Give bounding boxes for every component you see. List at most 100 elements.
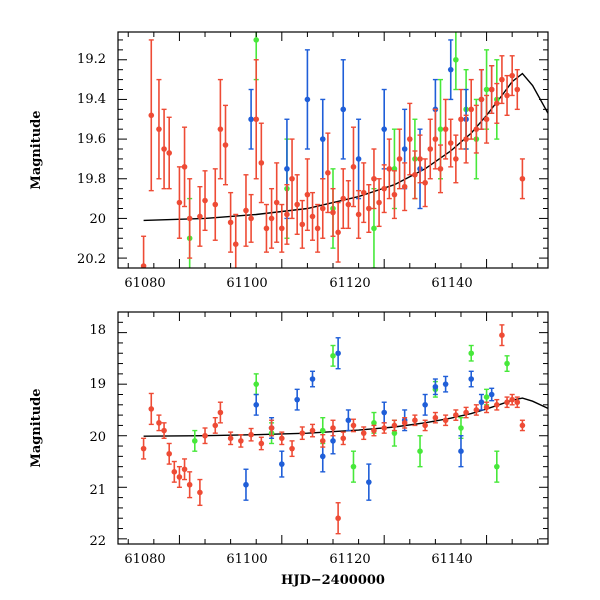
data-point: [391, 191, 398, 198]
data-point: [432, 136, 439, 142]
data-point: [217, 409, 224, 416]
data-point: [494, 463, 500, 470]
data-point: [442, 381, 449, 387]
data-point: [463, 136, 469, 142]
data-point: [340, 195, 347, 202]
data-point: [447, 140, 454, 146]
data-point: [391, 430, 398, 436]
top-xtick-label: 61120: [329, 276, 370, 291]
data-point: [140, 263, 147, 268]
data-point: [191, 438, 198, 444]
data-point: [371, 175, 377, 182]
data-point: [330, 425, 336, 431]
top-ytick-label: 19.6: [77, 132, 106, 147]
data-point: [432, 383, 439, 390]
data-point: [330, 209, 336, 216]
data-point: [227, 219, 234, 226]
data-point: [279, 435, 285, 442]
data-point: [371, 420, 377, 426]
data-point: [212, 201, 219, 208]
data-point: [376, 199, 382, 206]
bottom-panel-plot-area: [140, 324, 548, 535]
data-point: [171, 469, 178, 475]
data-point: [268, 215, 275, 222]
data-point: [422, 179, 428, 186]
data-point: [299, 430, 306, 436]
data-point: [468, 106, 475, 113]
data-point: [391, 422, 398, 429]
data-point: [345, 417, 352, 424]
data-point: [381, 425, 387, 431]
data-point: [360, 430, 367, 436]
data-point: [401, 183, 408, 190]
data-point: [335, 229, 341, 236]
data-point: [248, 116, 254, 123]
data-point: [140, 445, 147, 452]
data-point: [284, 166, 290, 172]
data-point: [156, 126, 162, 132]
data-point: [335, 350, 341, 357]
bottom-xtick-label: 61140: [431, 552, 472, 567]
data-point: [289, 445, 295, 452]
bottom-y-axis-title: Magnitude: [29, 388, 44, 467]
series-red: [140, 324, 526, 535]
top-ytick-label: 19.2: [77, 52, 106, 67]
data-point: [309, 213, 316, 220]
data-point: [483, 394, 490, 400]
bottom-panel: 18 19 20 21 22 61080 61100 61120 61140 M…: [29, 311, 549, 588]
data-point: [401, 420, 408, 426]
data-point: [427, 146, 434, 152]
data-point: [371, 427, 377, 434]
data-point: [186, 481, 193, 488]
data-point: [232, 241, 239, 248]
data-point: [273, 199, 280, 206]
data-point: [238, 438, 244, 444]
data-point: [319, 136, 326, 142]
top-ytick-label: 20.2: [77, 252, 106, 267]
bottom-xtick-label: 61120: [329, 552, 370, 567]
data-point: [309, 427, 316, 434]
data-point: [396, 156, 403, 162]
data-point: [156, 420, 162, 426]
data-point: [412, 417, 418, 424]
data-point: [514, 86, 521, 93]
top-y-axis-title: Magnitude: [29, 110, 44, 189]
data-point: [294, 396, 300, 403]
data-point: [463, 409, 469, 416]
data-point: [509, 72, 515, 79]
data-point: [217, 126, 224, 132]
data-point: [422, 422, 428, 429]
data-point: [514, 399, 521, 406]
data-point: [453, 156, 459, 162]
data-point: [406, 136, 413, 142]
data-point: [222, 142, 229, 148]
data-point: [447, 66, 454, 73]
data-point: [519, 175, 526, 182]
data-point: [494, 402, 500, 408]
data-point: [227, 435, 234, 442]
data-point: [181, 466, 188, 473]
data-point: [488, 391, 495, 398]
bottom-panel-ticks: [118, 311, 548, 544]
data-point: [458, 448, 464, 455]
data-point: [268, 425, 275, 431]
data-point: [386, 166, 393, 172]
data-point: [248, 215, 254, 222]
top-xtick-label: 61080: [124, 276, 165, 291]
data-point: [366, 205, 372, 212]
data-point: [366, 479, 372, 485]
data-point: [458, 116, 464, 123]
data-point: [258, 440, 265, 447]
data-point: [304, 191, 311, 198]
data-point: [478, 399, 485, 406]
top-xtick-label: 61100: [226, 276, 267, 291]
data-point: [381, 409, 387, 416]
data-point: [197, 213, 203, 220]
data-point: [161, 427, 167, 434]
data-point: [330, 438, 336, 444]
data-point: [263, 225, 270, 232]
data-point: [345, 201, 352, 208]
data-point: [412, 171, 418, 178]
data-point: [504, 92, 510, 99]
series-blue: [243, 337, 495, 501]
